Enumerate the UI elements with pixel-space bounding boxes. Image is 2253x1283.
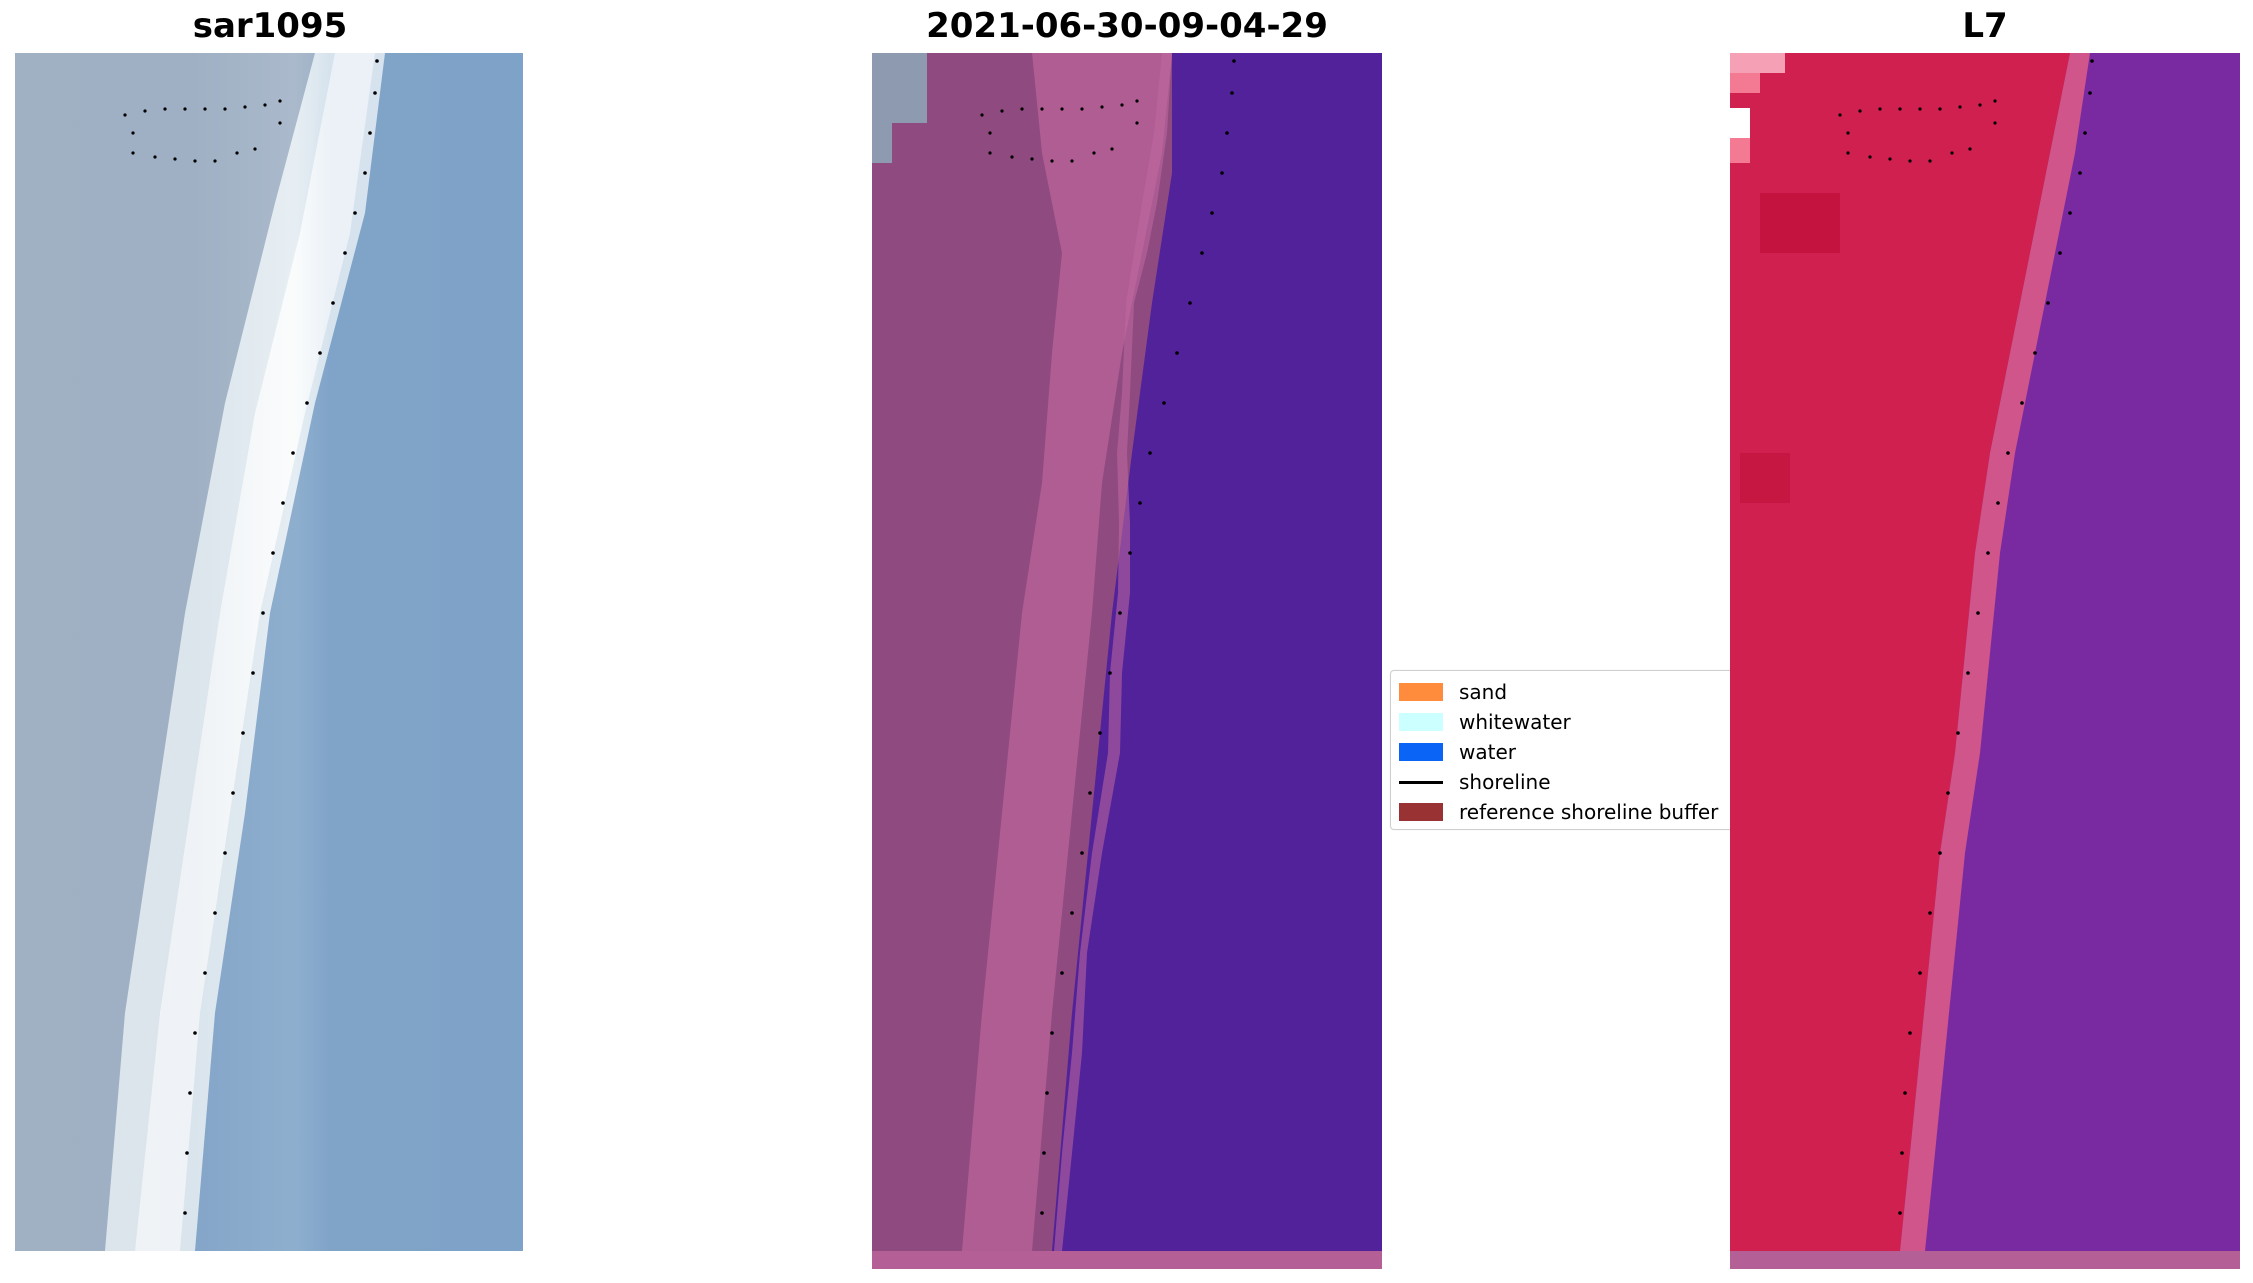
- whitewater-swatch: [1399, 713, 1443, 731]
- classified-image-panel: [872, 53, 1382, 1269]
- legend-label: reference shoreline buffer: [1459, 800, 1719, 824]
- water-swatch: [1399, 743, 1443, 761]
- panel-title-rgb: sar1095: [192, 6, 348, 46]
- classified-image: [872, 53, 1382, 1269]
- shoreline-dots-rgb: [123, 59, 379, 1215]
- shoreline-dots-ndwi: [1838, 59, 2094, 1215]
- legend-item-sand: sand: [1399, 679, 1507, 705]
- legend-item-water: water: [1399, 739, 1516, 765]
- legend-label: whitewater: [1459, 710, 1571, 734]
- legend-label: shoreline: [1459, 770, 1551, 794]
- legend-item-shoreline: shoreline: [1399, 769, 1551, 795]
- ndwi-image: [1730, 53, 2240, 1269]
- shoreline-dots-classified: [980, 59, 1236, 1215]
- rgb-image: [15, 53, 523, 1251]
- ndwi-image-panel: [1730, 53, 2240, 1269]
- legend-item-reference-buffer: reference shoreline buffer: [1399, 799, 1718, 825]
- rgb-image-panel: [15, 53, 523, 1251]
- legend: sand whitewater water shoreline referenc…: [1390, 670, 1736, 830]
- shoreline-swatch: [1399, 780, 1443, 784]
- legend-item-whitewater: whitewater: [1399, 709, 1571, 735]
- sand-swatch: [1399, 683, 1443, 701]
- panel-title-classified: 2021-06-30-09-04-29: [926, 6, 1328, 46]
- legend-label: water: [1459, 740, 1516, 764]
- buffer-swatch: [1399, 803, 1443, 821]
- legend-label: sand: [1459, 680, 1508, 704]
- panel-title-ndwi: L7: [1962, 6, 2008, 46]
